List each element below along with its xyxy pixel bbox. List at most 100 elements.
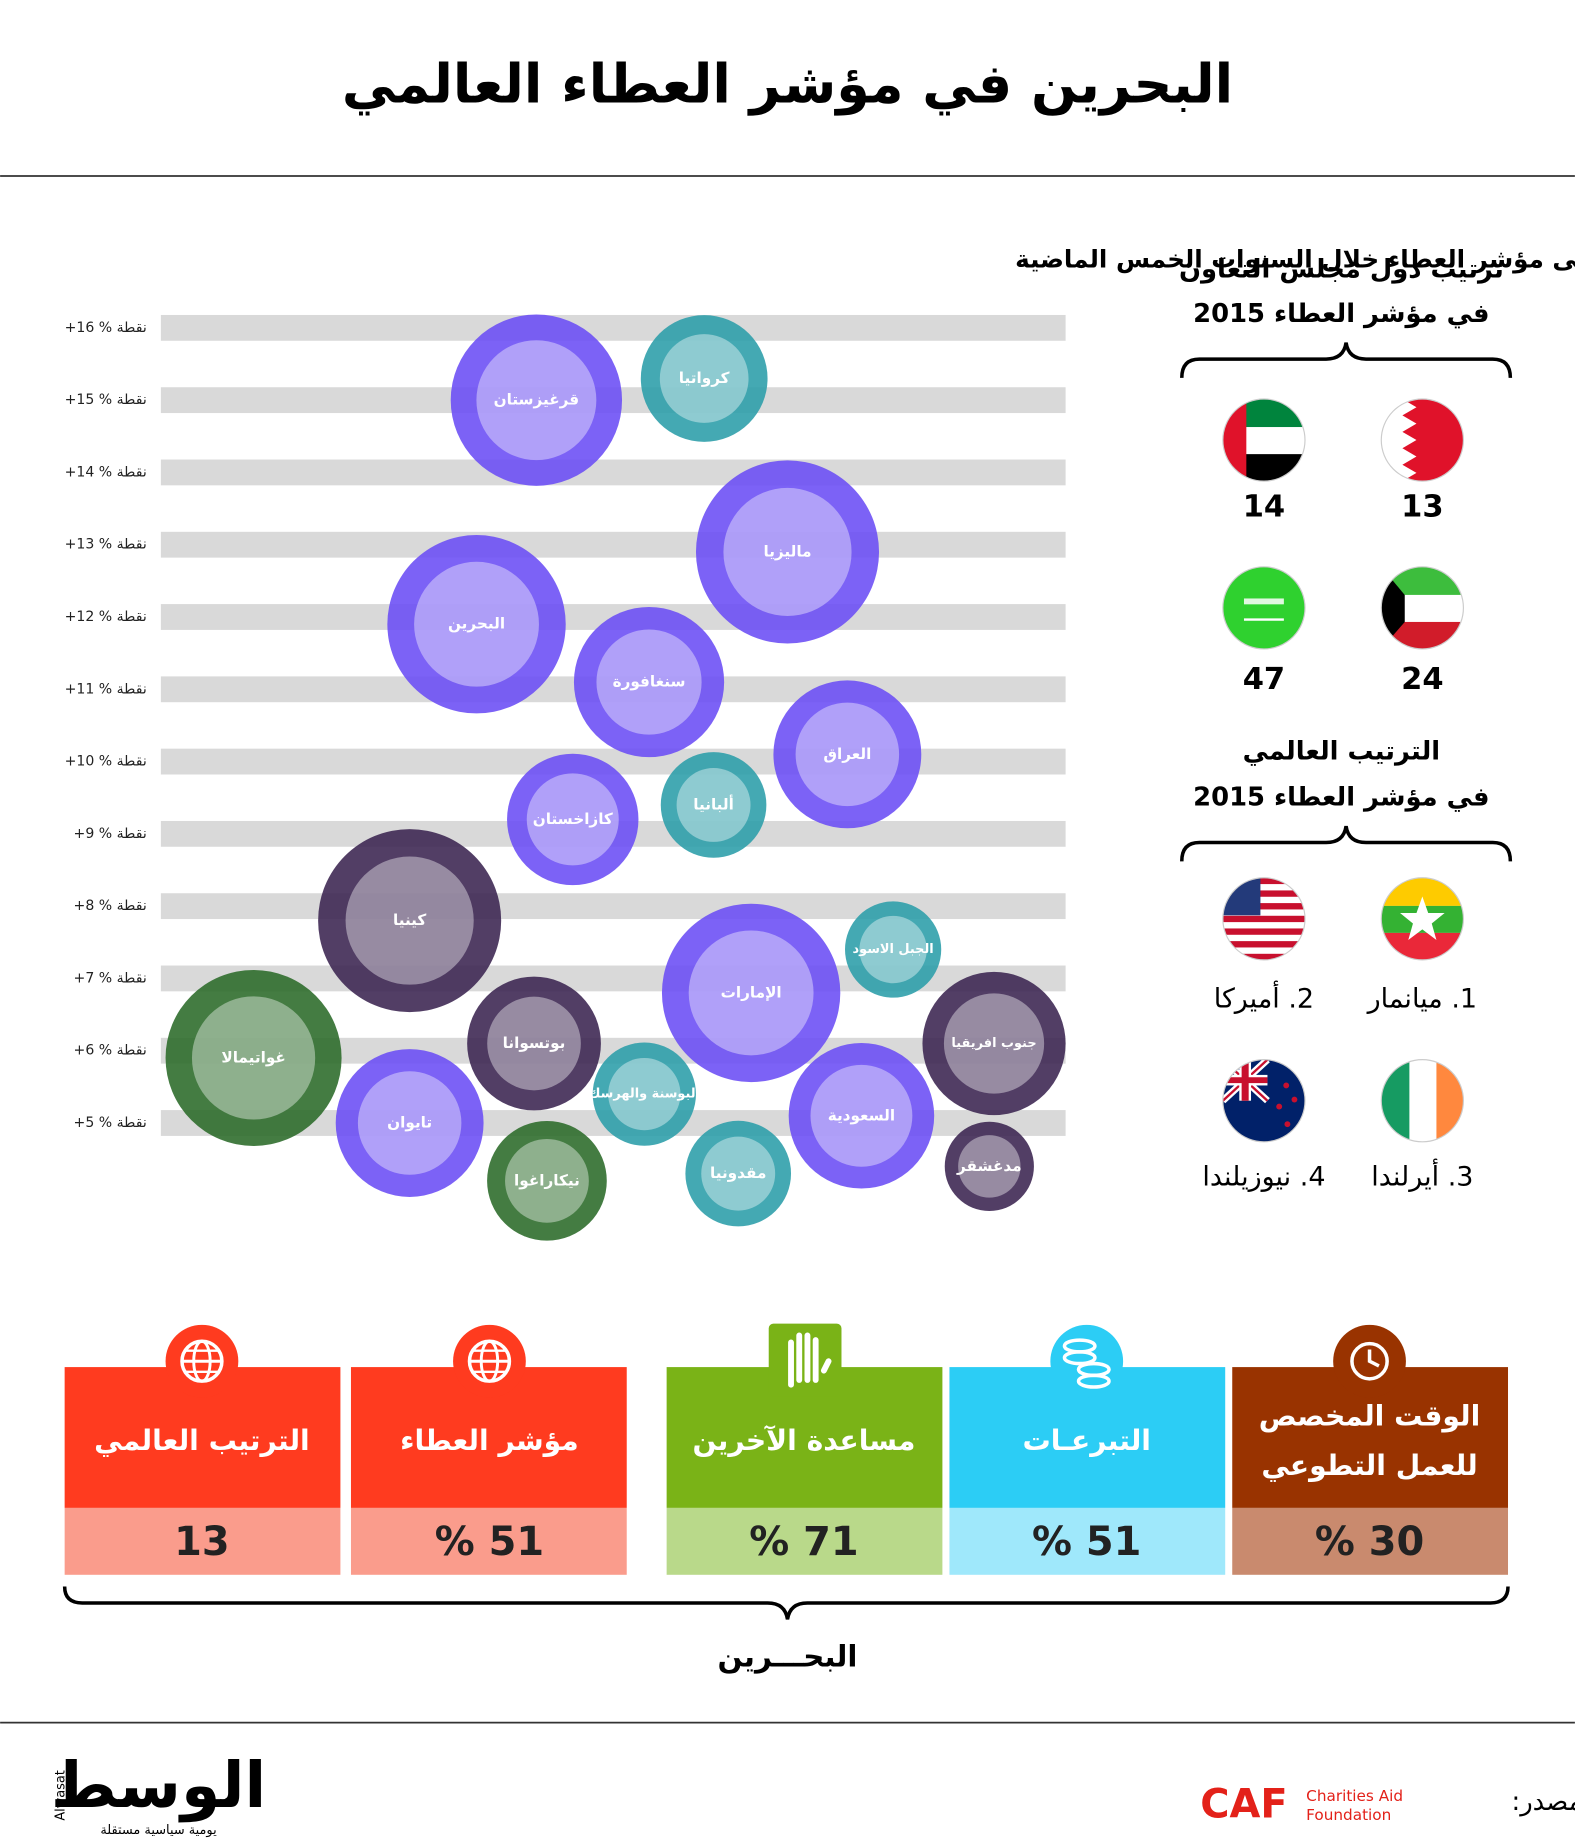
rank: 47	[1243, 662, 1285, 697]
flag-border	[1380, 1059, 1465, 1143]
stat-label: مساعدة الآخرين	[692, 1424, 915, 1457]
source-name: Foundation	[1306, 1806, 1391, 1824]
y-tick-label: +14 % نقطة	[65, 464, 147, 480]
y-tick-label: +10 % نقطة	[65, 754, 147, 770]
bubble-label: بوتسوانا	[503, 1034, 566, 1052]
bubble-label: ماليزيا	[763, 542, 811, 560]
y-tick-label: +5 % نقطة	[74, 1115, 147, 1131]
country-rank: 2. أميركا	[1214, 979, 1314, 1014]
flag-border	[1380, 877, 1465, 961]
bubble-inner	[659, 334, 749, 423]
bubble	[573, 606, 725, 758]
stat-value-box	[666, 1507, 943, 1575]
footer: الوسط Alwasat يومية سياسية مستقلة المصدر…	[51, 1748, 1575, 1838]
brace	[62, 1586, 1510, 1620]
rank: 14	[1243, 490, 1285, 525]
section-title: الترتيب العالمي	[1243, 737, 1440, 767]
flag-border	[1380, 566, 1465, 650]
rank: 13	[1401, 490, 1443, 525]
bubble-label: الإمارات	[721, 983, 782, 1001]
stat-value: % 51	[1032, 1519, 1141, 1565]
stat-label: التبرعـات	[1023, 1424, 1151, 1457]
bubble-label: كرواتيا	[679, 369, 730, 387]
bubble-label: تايوان	[387, 1114, 432, 1132]
bubble-label: غواتيمالا	[221, 1048, 285, 1066]
flag-border	[1222, 566, 1306, 650]
stat-value-box	[350, 1507, 627, 1575]
bubble-inner	[505, 1138, 589, 1223]
grid-band	[160, 531, 1066, 558]
bubble-inner	[795, 702, 900, 807]
bubble	[773, 680, 922, 829]
grid-band	[160, 893, 1066, 920]
stat-label: الترتيب العالمي	[94, 1424, 310, 1457]
flag-border	[1222, 1059, 1306, 1143]
stat-label: للعمل التطوعي	[1261, 1449, 1477, 1482]
country-rank: 3. أيرلندا	[1371, 1158, 1473, 1193]
brace	[1180, 342, 1513, 378]
stat-value: % 51	[435, 1519, 544, 1565]
tagline: يومية سياسية مستقلة	[100, 1823, 217, 1838]
y-tick-label: +8 % نقطة	[74, 898, 147, 914]
bubble	[335, 1049, 484, 1197]
source-name: Charities Aid	[1306, 1787, 1403, 1805]
flag-border	[1222, 877, 1306, 961]
bubble-label: مدغشقر	[956, 1157, 1022, 1175]
source-label: المصدر:	[1512, 1787, 1575, 1817]
chart-title: أكثر دول حققت تقدماً على مؤشر العطاء خلا…	[1015, 241, 1575, 274]
bahrain-stats: الوقت المخصص للعمل التطوعي التبرعـات مسا…	[62, 1323, 1510, 1674]
section-title: ترتيب دول مجلس التعاون	[1179, 254, 1504, 284]
bubble	[845, 901, 942, 998]
stat-value: 13	[174, 1519, 230, 1565]
bubble-inner	[345, 856, 474, 985]
bubble-label: جنوب افريقيا	[951, 1036, 1036, 1051]
y-tick-label: +6 % نقطة	[74, 1043, 147, 1059]
bubble	[507, 753, 639, 886]
bubble	[640, 315, 768, 442]
bubble	[695, 460, 880, 644]
flag	[1222, 877, 1305, 960]
y-tick-label: +15 % نقطة	[65, 392, 147, 408]
bubble	[592, 1042, 696, 1146]
section-title: في مؤشر العطاء 2015	[1193, 299, 1489, 329]
y-tick-label: +9 % نقطة	[74, 826, 147, 842]
country-rank: 4. نيوزيلندا	[1202, 1162, 1325, 1193]
bubble-inner	[676, 767, 751, 842]
stat-label: الوقت المخصص	[1259, 1400, 1480, 1433]
grid-band	[160, 459, 1066, 486]
bubble	[467, 976, 601, 1111]
stat-label: مؤشر العطاء	[400, 1424, 579, 1457]
bubble-inner	[723, 487, 852, 617]
bubble-inner	[487, 996, 581, 1091]
brace	[1180, 825, 1513, 862]
caption: البحـــرين	[718, 1640, 858, 1674]
bubble-chart: أكثر دول حققت تقدماً على مؤشر العطاء خلا…	[65, 241, 1575, 1241]
source-logo: CAF	[1200, 1782, 1287, 1828]
bubble-inner	[596, 629, 702, 735]
bubble-inner	[943, 993, 1045, 1094]
stat-value-box	[64, 1507, 341, 1575]
bubble	[387, 535, 566, 714]
bubble-inner	[701, 1136, 776, 1211]
stat-value: % 30	[1315, 1519, 1424, 1565]
bubble-label: كازاخستان	[533, 810, 613, 828]
bubble	[165, 969, 342, 1146]
y-tick-label: +12 % نقطة	[65, 609, 147, 625]
bubble-inner	[357, 1071, 462, 1175]
bubble-label: كينيا	[393, 911, 426, 929]
stat-value-box	[1232, 1507, 1509, 1575]
rank: 24	[1401, 662, 1443, 697]
bubble-label: قرغيزستان	[494, 391, 580, 409]
section-title: في مؤشر العطاء 2015	[1193, 782, 1489, 812]
flag	[1222, 566, 1305, 649]
flag	[1222, 1059, 1305, 1142]
bubble-inner	[608, 1057, 681, 1131]
bubble	[450, 314, 623, 486]
logo: الوسط	[51, 1748, 266, 1823]
bubble-label: ألبانيا	[693, 794, 734, 813]
bubble-label: البحرين	[448, 615, 505, 633]
bubble-inner	[191, 996, 316, 1120]
bubble-label: السعودية	[828, 1106, 895, 1124]
bubble-label: نيكاراغوا	[514, 1171, 580, 1189]
